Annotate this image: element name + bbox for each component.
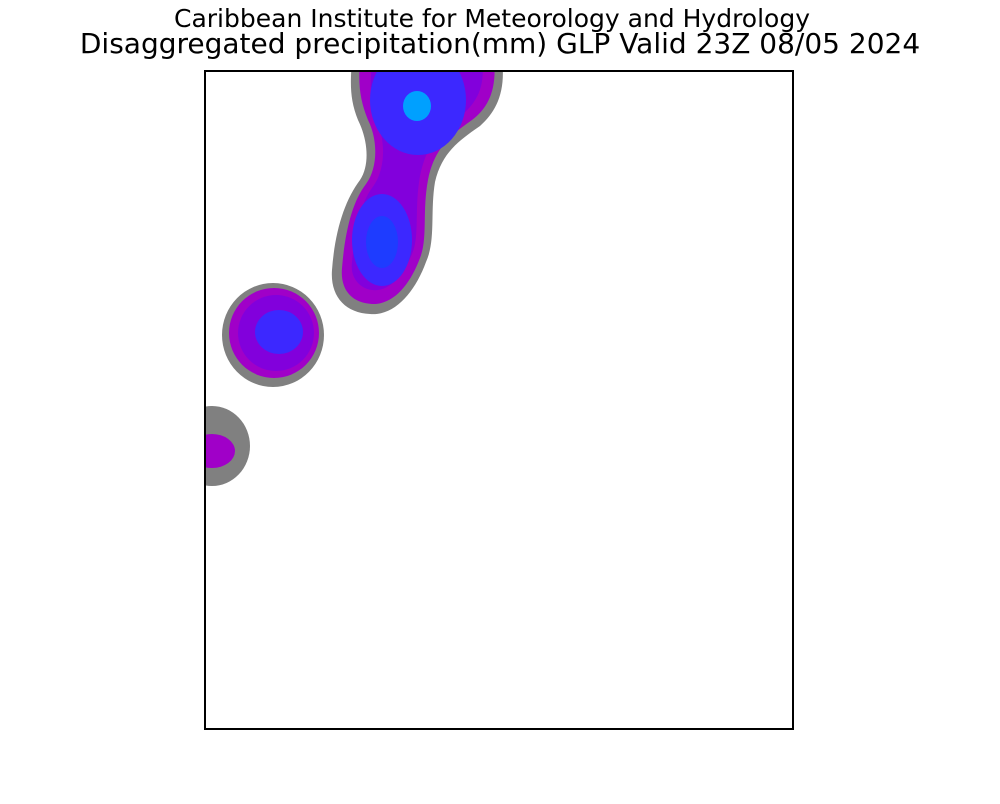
subtitle: Disaggregated precipitation(mm) GLP Vali… [80, 27, 920, 60]
plot-frame [204, 70, 794, 730]
title: Caribbean Institute for Meteorology and … [174, 4, 810, 33]
precip-field [205, 71, 503, 486]
